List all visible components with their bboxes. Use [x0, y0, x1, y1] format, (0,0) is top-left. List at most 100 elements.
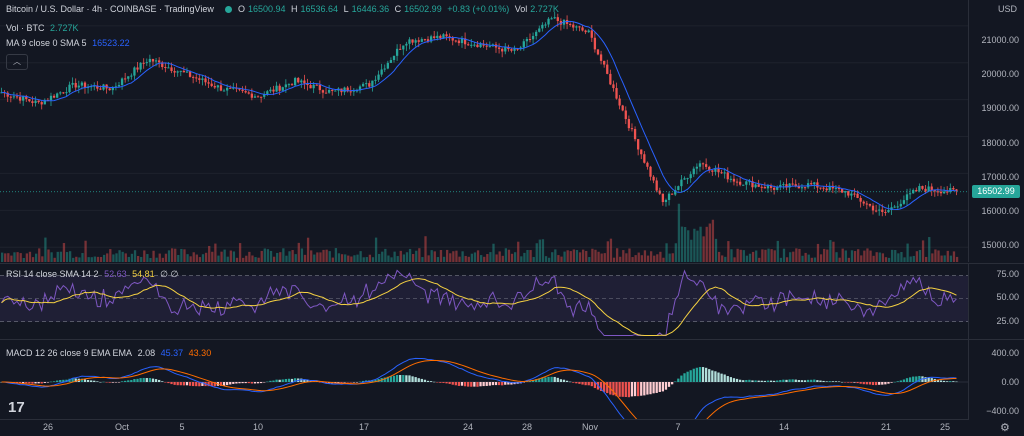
- macd-histogram-bar: [488, 382, 491, 386]
- macd-histogram-bar: [788, 379, 791, 382]
- rsi-empty-value: ∅ ∅: [160, 269, 179, 279]
- candle-body: [887, 210, 890, 213]
- candle-body: [349, 91, 352, 93]
- macd-histogram-bar: [293, 378, 297, 382]
- candle-body: [433, 36, 436, 39]
- candle-body: [259, 96, 263, 98]
- volume-bar: [909, 256, 912, 262]
- volume-bar: [569, 251, 572, 262]
- macd-histogram-bar: [467, 382, 470, 387]
- price-axis-label: 19000.00: [981, 103, 1019, 113]
- macd-histogram-bar: [766, 380, 770, 382]
- rsi-pane[interactable]: RSI 14 close SMA 14 2 52.63 54.81 ∅ ∅: [0, 263, 968, 339]
- macd-pane[interactable]: MACD 12 26 close 9 EMA EMA 2.08 45.37 43…: [0, 339, 968, 420]
- volume-bar: [81, 253, 84, 262]
- candle-body: [547, 18, 550, 25]
- candle-body: [389, 60, 393, 63]
- chevron-up-icon[interactable]: ︿: [6, 54, 28, 70]
- volume-bar: [461, 251, 464, 262]
- tradingview-logo[interactable]: 17: [8, 399, 25, 416]
- price-chart-pane[interactable]: [0, 0, 968, 262]
- candle-body: [955, 189, 958, 192]
- macd-histogram-bar: [145, 378, 148, 382]
- volume-bar: [155, 257, 158, 262]
- candle-body: [701, 163, 705, 165]
- candle-body: [522, 41, 525, 48]
- volume-bar: [102, 254, 106, 262]
- rsi-legend[interactable]: RSI 14 close SMA 14 2 52.63 54.81 ∅ ∅: [6, 269, 181, 280]
- volume-bar: [211, 251, 214, 262]
- macd-histogram-bar: [893, 381, 896, 383]
- volume-bar: [303, 254, 307, 262]
- volume-bar: [872, 255, 875, 262]
- volume-bar: [538, 239, 542, 262]
- gear-icon[interactable]: ⚙: [1000, 422, 1010, 434]
- volume-bar: [785, 257, 789, 262]
- macd-histogram-bar: [661, 382, 665, 392]
- macd-histogram-bar: [167, 382, 170, 384]
- symbol-title[interactable]: Bitcoin / U.S. Dollar · 4h · COINBASE · …: [6, 4, 214, 14]
- ma-indicator-label: MA 9 close 0 SMA 5: [6, 38, 87, 48]
- candle-body: [40, 102, 43, 105]
- macd-axis[interactable]: 400.00 0.00 −400.00: [968, 339, 1024, 420]
- macd-histogram-bar: [52, 381, 56, 382]
- volume-bar: [934, 249, 937, 262]
- time-axis[interactable]: 26 Oct 5 10 17 24 28 Nov 7 14 21 25: [0, 419, 968, 436]
- macd-histogram-bar: [680, 375, 683, 382]
- macd-histogram-bar: [856, 382, 859, 384]
- ma-legend[interactable]: MA 9 close 0 SMA 5 16523.22: [6, 38, 133, 48]
- macd-histogram-bar: [847, 382, 850, 383]
- macd-histogram-bar: [43, 382, 46, 383]
- macd-histogram-bar: [939, 380, 943, 382]
- candle-body: [170, 67, 173, 72]
- macd-histogram-bar: [878, 382, 881, 385]
- candle-body: [253, 96, 257, 98]
- macd-histogram-bar: [760, 380, 763, 382]
- macd-histogram-bar: [646, 382, 649, 395]
- price-axis[interactable]: USD 21000.00 20000.00 19000.00 18000.00 …: [968, 0, 1024, 262]
- candle-body: [933, 190, 936, 192]
- candle-body: [847, 191, 850, 196]
- candle-body: [423, 39, 427, 41]
- macd-histogram-bar: [955, 381, 958, 383]
- volume-bar: [575, 250, 579, 262]
- volume-bar: [826, 249, 829, 262]
- macd-histogram-bar: [86, 379, 90, 382]
- volume-bar: [251, 255, 254, 262]
- candle-body: [772, 187, 776, 190]
- volume-bar: [739, 249, 742, 262]
- volume-legend[interactable]: Vol · BTC 2.727K: [6, 23, 82, 33]
- candle-body: [822, 187, 825, 189]
- candle-body: [74, 82, 77, 88]
- candle-body: [921, 186, 924, 189]
- candle-body: [303, 80, 306, 84]
- candle-body: [18, 96, 22, 101]
- macd-histogram-bar: [884, 382, 887, 385]
- macd-histogram-bar: [927, 377, 930, 382]
- candle-body: [637, 139, 640, 150]
- candle-body: [745, 181, 748, 185]
- macd-histogram-bar: [772, 380, 776, 382]
- volume-bar: [356, 254, 359, 262]
- volume-bar: [878, 252, 881, 262]
- macd-histogram-bar: [49, 381, 53, 383]
- volume-bar: [47, 249, 50, 262]
- macd-histogram-bar: [179, 382, 182, 386]
- macd-histogram-bar: [284, 378, 287, 382]
- candle-body: [748, 181, 751, 183]
- volume-bar: [340, 254, 344, 262]
- macd-histogram-bar: [565, 380, 569, 382]
- volume-bar: [881, 253, 885, 262]
- volume-bar: [745, 255, 749, 262]
- macd-legend[interactable]: MACD 12 26 close 9 EMA EMA 2.08 45.37 43…: [6, 348, 214, 358]
- macd-histogram-bar: [822, 380, 825, 382]
- macd-histogram-bar: [241, 382, 244, 384]
- currency-label[interactable]: USD: [997, 4, 1017, 14]
- macd-histogram-bar: [871, 382, 875, 386]
- macd-histogram-bar: [902, 379, 906, 382]
- candle-body: [59, 92, 62, 94]
- market-status-icon: [225, 6, 233, 14]
- volume-bar: [594, 249, 597, 262]
- rsi-axis[interactable]: 75.00 50.00 25.00: [968, 263, 1024, 339]
- time-label: 7: [675, 422, 681, 432]
